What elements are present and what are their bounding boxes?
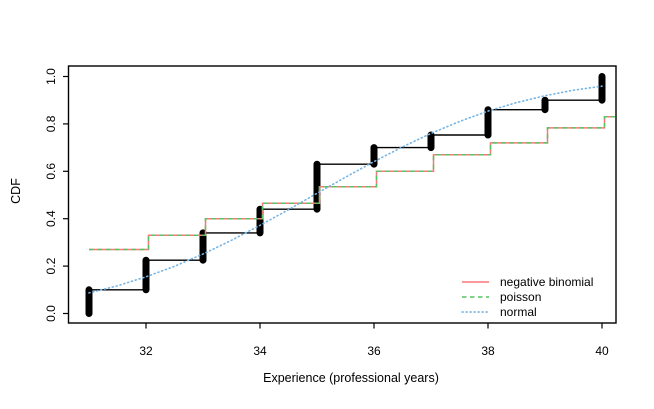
x-axis-title: Experience (professional years) (263, 371, 439, 385)
y-axis-labels: 0.0 0.2 0.4 0.6 0.8 1.0 (44, 68, 58, 322)
y-tick-label: 0.8 (44, 115, 58, 132)
ecdf-jump-bars (85, 73, 606, 317)
legend: negative binomial poisson normal (461, 275, 593, 319)
x-tick-label: 38 (481, 344, 495, 358)
legend-label-poisson: poisson (500, 290, 541, 304)
plot-series (85, 73, 616, 317)
negative-binomial-line (89, 116, 616, 251)
y-tick-label: 0.6 (44, 163, 58, 180)
y-tick-label: 0.2 (44, 257, 58, 274)
y-tick-label: 0.0 (44, 305, 58, 322)
x-axis-labels: 32 34 36 38 40 (139, 344, 609, 358)
y-axis (63, 75, 69, 315)
legend-label-normal: normal (500, 305, 537, 319)
normal-curve (88, 85, 603, 294)
ecdf-step-line (89, 99, 602, 291)
x-tick-label: 40 (595, 344, 609, 358)
y-tick-label: 1.0 (44, 68, 58, 85)
poisson-line (89, 116, 616, 251)
x-tick-label: 36 (367, 344, 381, 358)
plot-border (67, 65, 617, 324)
x-tick-label: 34 (253, 344, 267, 358)
y-axis-title: CDF (9, 178, 23, 204)
legend-label-negative-binomial: negative binomial (500, 275, 593, 289)
x-axis (145, 323, 603, 329)
x-tick-label: 32 (139, 344, 153, 358)
y-tick-label: 0.4 (44, 210, 58, 227)
